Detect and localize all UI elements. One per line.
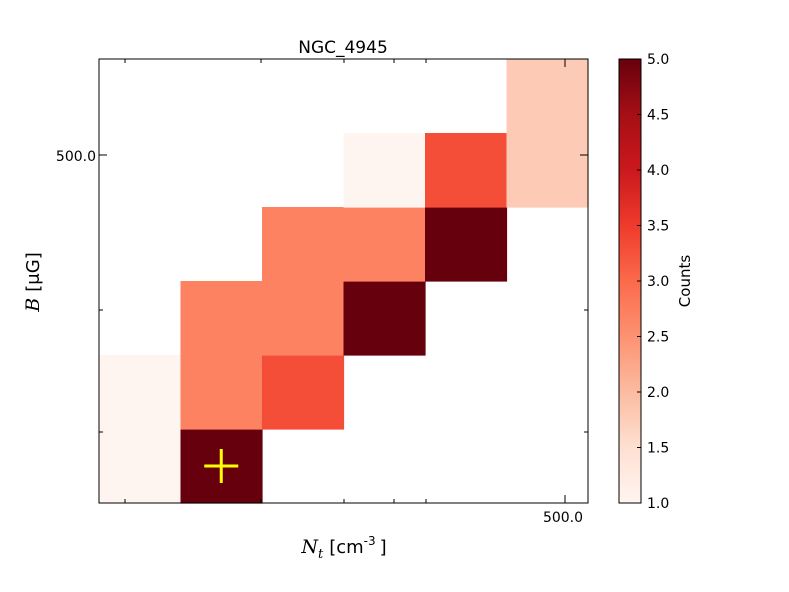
marker-layer	[204, 449, 239, 483]
y-axis-unit: [μG]	[23, 252, 44, 291]
colorbar-tick-label: 3.0	[647, 274, 669, 290]
heatmap-cell	[180, 281, 263, 356]
x-axis-label: Nt [cm-3]	[300, 534, 386, 562]
heatmap-cell	[99, 355, 182, 430]
heatmap-cell	[262, 207, 345, 282]
chart-title: NGC_4945	[298, 38, 388, 58]
colorbar-ticks: 1.0 1.5 2.0 2.5 3.0 3.5 4.0 4.5 5.0	[637, 52, 669, 512]
colorbar-tick-label: 2.0	[647, 385, 669, 401]
colorbar-tick-label: 4.0	[647, 163, 669, 179]
x-tick-label: 500.0	[543, 510, 583, 526]
y-tick-label: 500.0	[56, 149, 96, 165]
heatmap-cell	[343, 133, 426, 208]
heatmap-cell	[262, 281, 345, 356]
heatmap-cell	[262, 355, 345, 430]
heatmap-cell	[506, 133, 589, 208]
axis-ticks	[99, 59, 588, 503]
colorbar-tick-label: 3.5	[647, 219, 669, 235]
colorbar-tick-label: 1.5	[647, 441, 669, 457]
colorbar-tick-label: 2.5	[647, 330, 669, 346]
colorbar-tick-label: 1.0	[647, 496, 669, 512]
heatmap-cell	[180, 355, 263, 430]
y-axis-label: B [μG]	[22, 252, 44, 312]
y-axis-symbol: B	[22, 298, 44, 313]
x-axis-subscript: t	[318, 547, 324, 562]
heatmap-cell	[506, 59, 589, 134]
x-axis-symbol: N	[300, 536, 319, 558]
x-axis-exponent: -3	[364, 534, 376, 548]
colorbar-tick-label: 4.5	[647, 108, 669, 124]
colorbar-label: Counts	[676, 255, 694, 308]
colorbar-tick-label: 5.0	[647, 52, 669, 68]
heatmap-cells	[99, 59, 589, 504]
heatmap-cell	[99, 429, 182, 504]
heatmap-cell	[343, 281, 426, 356]
x-axis-unit: [cm	[329, 537, 363, 558]
heatmap-cell	[425, 133, 508, 208]
heatmap-cell	[425, 207, 508, 282]
heatmap-cell	[343, 207, 426, 282]
x-axis-unit-close: ]	[380, 537, 387, 558]
